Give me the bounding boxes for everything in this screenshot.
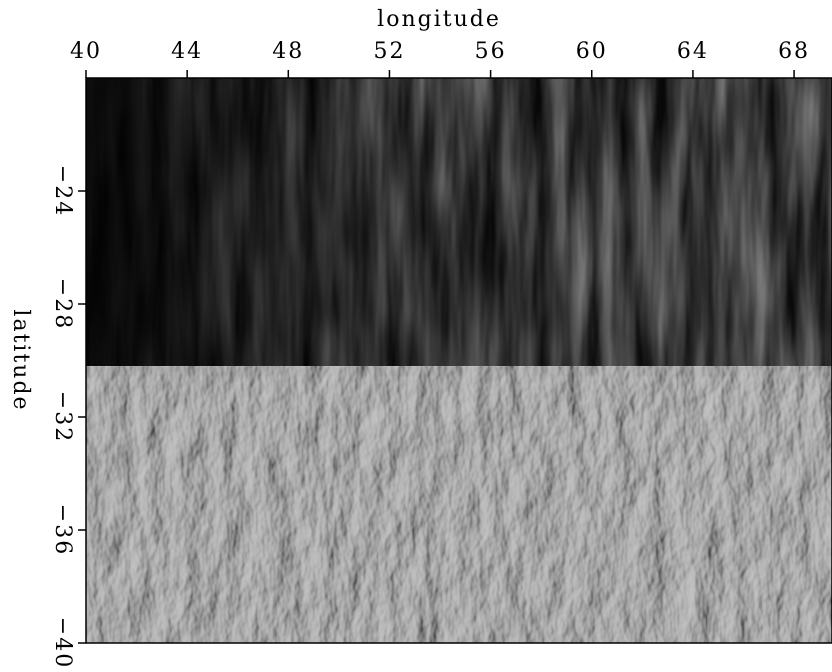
y-tick-label: −36	[50, 504, 75, 556]
x-tick-label: 52	[373, 39, 405, 64]
y-tick-label: −24	[50, 165, 75, 217]
x-tick-label: 56	[475, 39, 507, 64]
x-axis-label: longitude	[377, 7, 501, 32]
image-streaks-light	[93, 78, 832, 366]
x-tick-label: 60	[576, 39, 608, 64]
image-bottom-tone	[86, 366, 832, 643]
x-tick-label: 64	[677, 39, 709, 64]
x-tick-label: 68	[778, 39, 810, 64]
x-tick-label: 40	[70, 39, 102, 64]
y-tick-label: −28	[50, 278, 75, 330]
x-tick-label: 44	[171, 39, 203, 64]
chart: longitude latitude 40 44 48 52 56 60 64 68 −24 −2…	[0, 0, 832, 672]
y-tick-label: −32	[50, 391, 75, 443]
y-axis-label: latitude	[8, 309, 33, 411]
x-tick-label: 48	[272, 39, 304, 64]
y-tick-label: −40	[50, 617, 75, 669]
image	[86, 78, 832, 643]
